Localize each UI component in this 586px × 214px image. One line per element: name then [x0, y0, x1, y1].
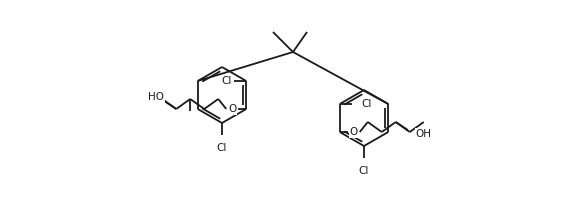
- Text: O: O: [350, 127, 358, 137]
- Text: HO: HO: [148, 92, 164, 102]
- Text: O: O: [228, 104, 236, 114]
- Text: Cl: Cl: [359, 166, 369, 176]
- Text: Cl: Cl: [217, 143, 227, 153]
- Text: Cl: Cl: [362, 99, 372, 109]
- Text: Cl: Cl: [221, 76, 231, 86]
- Text: OH: OH: [415, 129, 432, 139]
